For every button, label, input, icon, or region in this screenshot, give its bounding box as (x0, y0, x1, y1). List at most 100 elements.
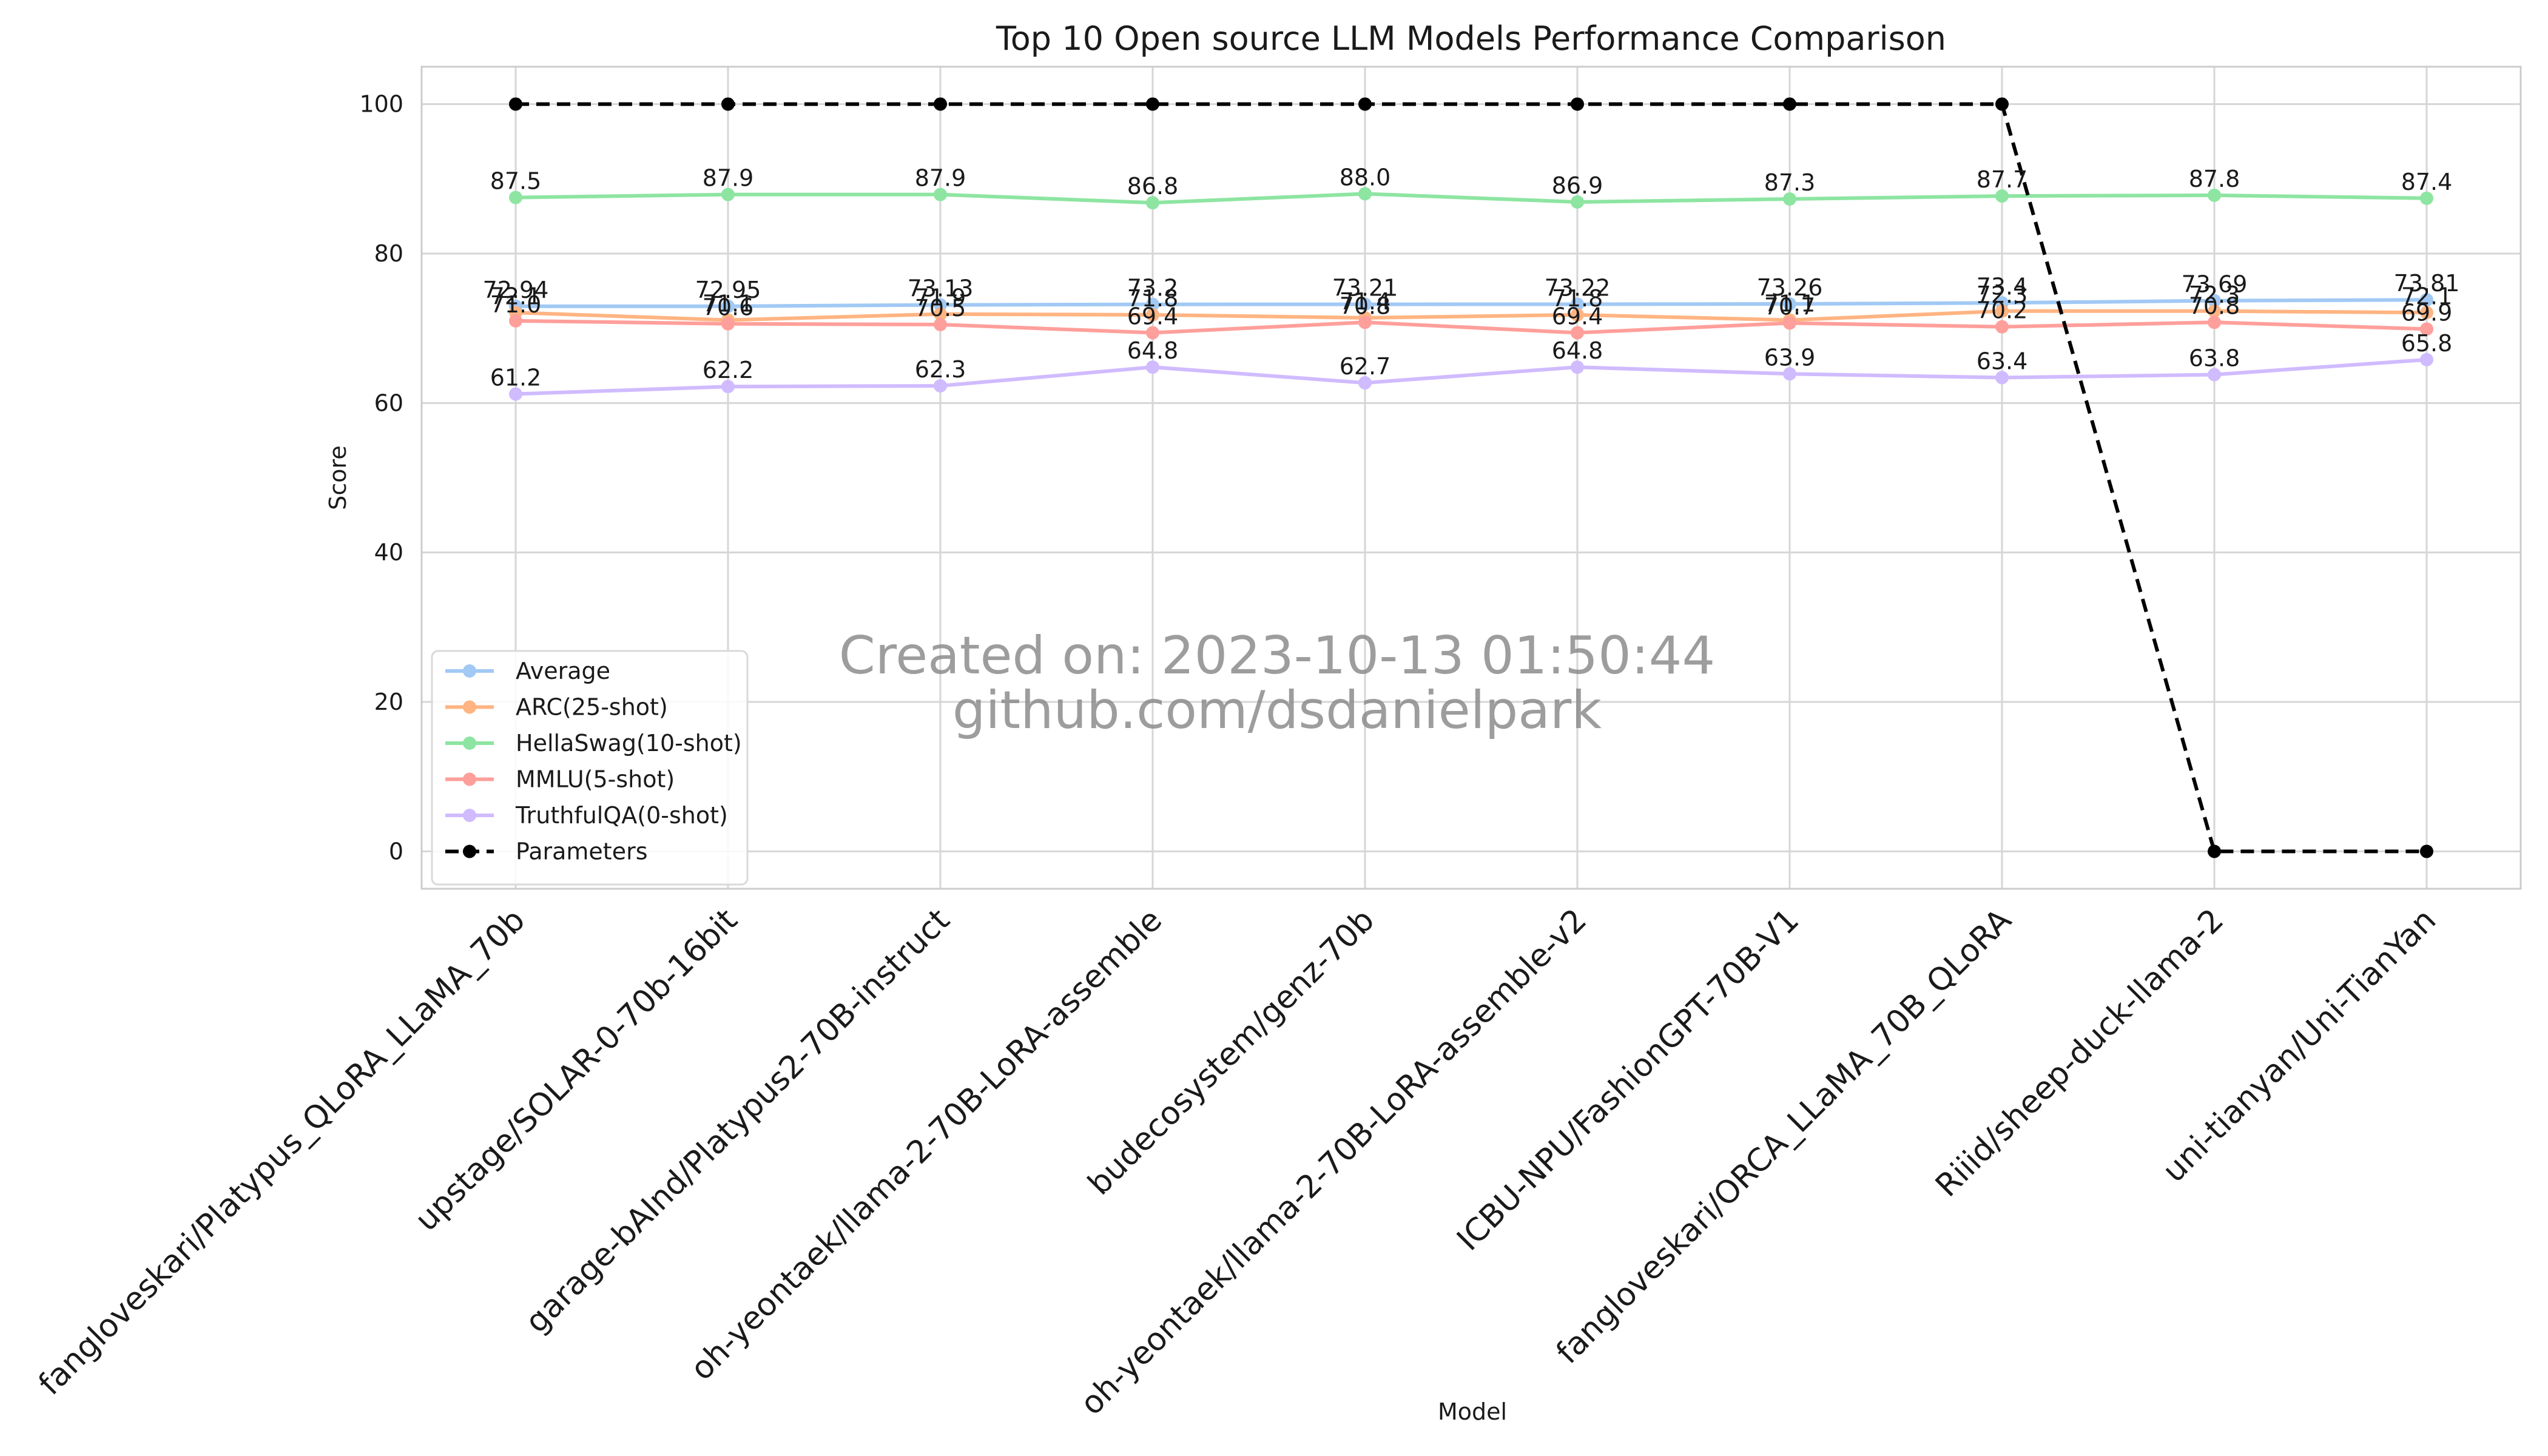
series-layer (509, 97, 2433, 858)
data-point (1146, 297, 1159, 311)
data-point (721, 299, 735, 313)
data-point (1571, 360, 1584, 374)
watermark: Created on: 2023-10-13 01:50:44 github.c… (839, 625, 1716, 741)
y-tick-label: 40 (374, 539, 403, 566)
data-point (2208, 304, 2221, 318)
series-ARC(25-shot) (509, 304, 2433, 327)
data-point (509, 314, 522, 328)
legend-label: HellaSwag(10-shot) (516, 730, 742, 757)
data-label: 69.4 (1552, 303, 1603, 330)
data-label: 73.81 (2394, 270, 2460, 297)
series-line (516, 102, 2427, 854)
series-line (515, 318, 2427, 335)
data-point (1783, 367, 1796, 381)
data-label: 87.9 (703, 165, 754, 192)
legend: Average ARC(25-shot) HellaSwag(10-shot) MML… (431, 650, 749, 886)
data-label: 71.4 (1340, 288, 1391, 315)
data-label: 64.8 (1552, 337, 1603, 364)
data-point (509, 387, 522, 401)
data-point (1995, 371, 2009, 385)
data-point (721, 187, 735, 201)
data-point (1358, 97, 1372, 111)
watermark-line-2: github.com/dsdanielpark (952, 680, 1602, 741)
data-point (934, 379, 947, 393)
data-label: 70.7 (1764, 294, 1816, 320)
data-point (1358, 297, 1372, 311)
data-label: 87.9 (915, 165, 966, 192)
legend-item: ARC(25-shot) (445, 694, 668, 721)
data-point (934, 317, 947, 331)
y-tick-label: 80 (374, 240, 403, 267)
data-label: 86.8 (1127, 173, 1179, 200)
data-point (1146, 308, 1159, 322)
data-label: 72.94 (483, 277, 549, 303)
data-label: 62.2 (703, 357, 754, 383)
data-point (1783, 97, 1796, 111)
legend-label: Parameters (516, 838, 648, 865)
data-label: 62.7 (1340, 353, 1391, 380)
y-axis-label: Score (325, 445, 351, 510)
data-point (1358, 376, 1372, 390)
series-line (515, 309, 2427, 322)
y-axis-ticks: 0 20 40 60 80 100 (359, 91, 403, 865)
data-label: 87.5 (490, 168, 542, 195)
series-MMLU(5-shot) (509, 314, 2433, 340)
data-point (934, 307, 947, 321)
legend-swatch-marker (463, 809, 476, 822)
data-point (1995, 97, 2009, 111)
data-label: 61.2 (490, 365, 542, 391)
data-label: 72.95 (695, 277, 761, 303)
legend-label: TruthfulQA(0-shot) (515, 802, 728, 829)
data-point (509, 190, 522, 204)
data-label: 72.1 (2401, 283, 2453, 309)
data-label: 87.4 (2401, 169, 2453, 195)
plot-area (422, 67, 2521, 889)
plot-frame (420, 66, 2522, 890)
data-point (1571, 195, 1584, 209)
data-label: 72.3 (1977, 281, 2028, 308)
data-point (1995, 189, 2009, 203)
data-point (2420, 352, 2433, 366)
data-label: 73.13 (908, 275, 974, 302)
x-axis-label: Model (1438, 1398, 1507, 1425)
legend-item: MMLU(5-shot) (445, 766, 675, 793)
y-tick-label: 0 (389, 838, 403, 864)
data-point (2208, 188, 2221, 202)
series-HellaSwag(10-shot) (509, 187, 2433, 210)
data-label: 70.2 (1977, 297, 2028, 324)
data-label: 88.0 (1340, 164, 1391, 190)
data-label: 63.4 (1977, 348, 2028, 374)
legend-swatch-marker (463, 844, 476, 858)
legend-item: TruthfulQA(0-shot) (445, 802, 728, 829)
legend-swatch-marker (463, 736, 476, 750)
data-label: 87.7 (1977, 166, 2028, 193)
data-label: 63.9 (1764, 344, 1816, 371)
data-label: 70.5 (915, 295, 966, 322)
data-label: 69.4 (1127, 303, 1179, 330)
data-label: 72.3 (2189, 281, 2240, 308)
data-label: 73.2 (1127, 275, 1179, 302)
data-label: 70.6 (703, 294, 754, 321)
legend-label: ARC(25-shot) (516, 694, 668, 721)
series-Parameters (509, 97, 2433, 858)
legend-swatch-marker (463, 772, 476, 786)
data-point (721, 380, 735, 394)
legend-item: Average (445, 658, 610, 684)
data-point (1146, 196, 1159, 210)
y-tick-label: 20 (374, 689, 403, 715)
data-label: 71.1 (1764, 291, 1816, 317)
data-point (1146, 360, 1159, 374)
data-labels: 72.94 72.95 73.13 73.2 73.21 73.22 73.26 73.4 73… (483, 164, 2460, 391)
data-label: 64.8 (1127, 337, 1179, 364)
y-tick-label: 100 (359, 91, 403, 118)
data-point (2420, 293, 2433, 307)
data-label: 86.9 (1552, 172, 1603, 199)
data-point (1571, 308, 1584, 322)
data-label: 71.1 (703, 291, 754, 317)
data-point (2208, 368, 2221, 382)
data-label: 73.26 (1757, 274, 1823, 301)
data-point (1358, 187, 1372, 201)
series-line (515, 357, 2427, 396)
data-label: 71.0 (490, 291, 542, 318)
